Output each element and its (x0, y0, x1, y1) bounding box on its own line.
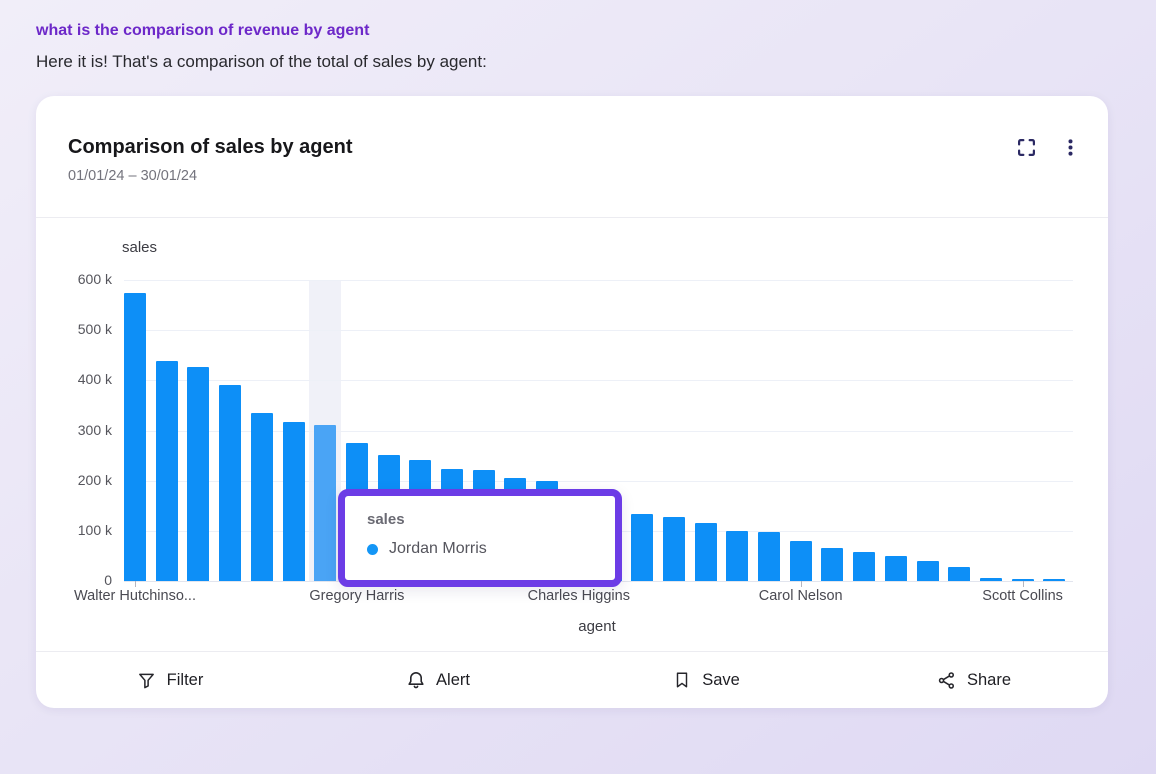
filter-button[interactable]: Filter (36, 652, 304, 708)
gridline (124, 330, 1073, 332)
bar[interactable] (726, 531, 749, 581)
alert-label: Alert (436, 670, 470, 689)
bar[interactable] (694, 523, 717, 581)
y-tick-label: 500 k (77, 321, 112, 338)
share-button[interactable]: Share (840, 652, 1108, 708)
bar[interactable] (916, 560, 939, 581)
x-tick (135, 581, 136, 587)
save-label: Save (702, 670, 740, 689)
x-tick-label: Gregory Harris (309, 588, 405, 604)
tooltip-series-name: Jordan Morris (389, 540, 487, 557)
bar[interactable] (631, 514, 654, 581)
x-tick (800, 581, 802, 587)
filter-label: Filter (166, 670, 204, 689)
chart-region: sales 600 k 500 k 400 k 300 k 200 k 100 k 0 Wa… (36, 217, 1108, 651)
bar[interactable] (853, 551, 876, 581)
y-tick-label: 300 k (77, 421, 112, 438)
x-axis-title: agent (578, 618, 616, 635)
x-tick-label: Carol Nelson (758, 588, 843, 604)
y-tick-label: 400 k (77, 371, 112, 388)
x-tick-label: Charles Higgins (527, 588, 630, 604)
y-tick-label: 200 k (77, 471, 112, 488)
series-dot-icon (367, 543, 378, 555)
filter-icon (137, 670, 157, 690)
user-question: what is the comparison of revenue by age… (36, 22, 370, 39)
x-tick-label: Walter Hutchinso... (74, 588, 196, 604)
bell-icon (406, 670, 426, 690)
bar[interactable] (250, 412, 273, 581)
bar[interactable] (948, 566, 971, 581)
y-tick-label: 100 k (77, 521, 112, 538)
gridline (124, 430, 1073, 432)
toolbar-divider (36, 651, 1108, 652)
tooltip-row: Jordan Morris (367, 540, 593, 558)
fullscreen-icon[interactable] (1016, 137, 1036, 157)
y-tick-label: 0 (104, 572, 112, 588)
y-tick-label: 600 k (77, 271, 112, 287)
bar-hovered[interactable] (314, 424, 337, 581)
tooltip-header: sales (367, 511, 405, 528)
x-tick (1022, 581, 1024, 587)
bar[interactable] (187, 366, 210, 581)
bar[interactable] (282, 422, 305, 581)
bar[interactable] (124, 292, 146, 581)
gridline (124, 280, 1073, 281)
card-header: Comparison of sales by agent 01/01/24 – … (36, 96, 1108, 217)
chart-tooltip: sales Jordan Morris (338, 489, 622, 587)
bar[interactable] (219, 385, 242, 581)
bar[interactable] (1011, 578, 1034, 581)
save-button[interactable]: Save (572, 652, 840, 708)
bar[interactable] (758, 532, 780, 581)
header-actions (1016, 137, 1080, 157)
card-toolbar: Filter Alert Save (36, 652, 1108, 708)
y-axis-title: sales (122, 239, 158, 256)
bar[interactable] (979, 578, 1002, 581)
bar[interactable] (155, 361, 178, 581)
share-icon (937, 670, 957, 690)
chart-card: Comparison of sales by agent 01/01/24 – … (36, 96, 1108, 708)
bar[interactable] (789, 541, 812, 581)
bar[interactable] (821, 548, 844, 581)
assistant-answer: Here it is! That's a comparison of the t… (36, 52, 487, 71)
alert-button[interactable]: Alert (304, 652, 572, 708)
chart-title: Comparison of sales by agent (68, 136, 353, 158)
x-tick-label: Scott Collins (982, 588, 1063, 604)
bar[interactable] (884, 555, 907, 581)
gridline (124, 480, 1073, 482)
kebab-menu-icon[interactable] (1060, 137, 1080, 157)
date-range: 01/01/24 – 30/01/24 (68, 168, 198, 184)
header-divider (36, 217, 1108, 218)
bar[interactable] (662, 517, 685, 581)
bar[interactable] (1043, 579, 1066, 581)
share-label: Share (966, 670, 1012, 689)
gridline (124, 380, 1073, 382)
bookmark-icon (672, 670, 692, 690)
